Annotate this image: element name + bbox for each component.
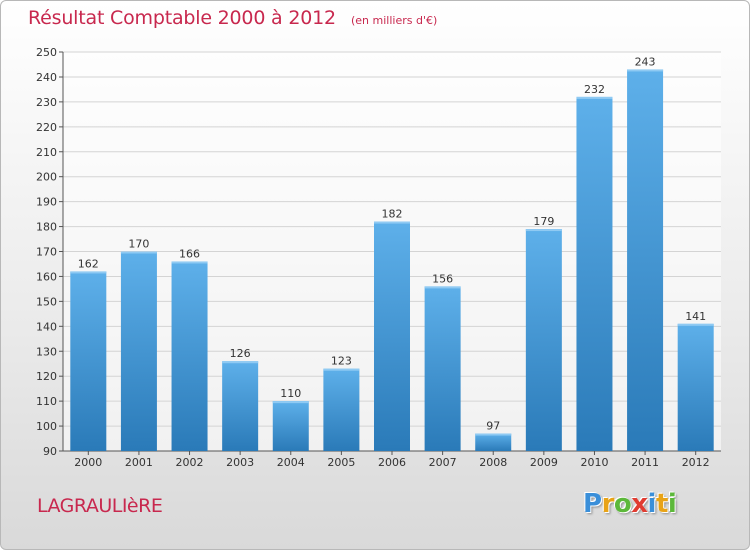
- data-label: 182: [382, 208, 403, 221]
- bar-highlight: [120, 251, 157, 254]
- y-tick-label: 120: [36, 370, 57, 383]
- bar: [627, 69, 664, 452]
- y-tick-label: 150: [36, 295, 57, 308]
- y-tick-label: 160: [36, 270, 57, 283]
- bar-highlight: [525, 229, 562, 232]
- data-label: 170: [128, 238, 149, 251]
- y-tick-label: 190: [36, 196, 57, 209]
- bar-highlight: [627, 69, 664, 72]
- y-tick-label: 140: [36, 320, 57, 333]
- logo-letter: o: [613, 489, 632, 519]
- bar: [272, 401, 309, 451]
- x-tick-label: 2001: [125, 456, 153, 469]
- data-label: 97: [486, 420, 500, 433]
- y-tick-label: 170: [36, 246, 57, 259]
- title-row: Résultat Comptable 2000 à 2012 (en milli…: [28, 7, 437, 29]
- place-name: LAGRAULIèRE: [37, 495, 163, 517]
- bar: [677, 323, 714, 451]
- bar: [120, 251, 157, 451]
- data-label: 123: [331, 355, 352, 368]
- x-tick-label: 2006: [378, 456, 406, 469]
- bar-highlight: [374, 221, 410, 224]
- bar: [475, 433, 512, 451]
- chart-subtitle: (en milliers d'€): [350, 14, 438, 27]
- bar-highlight: [272, 401, 309, 404]
- data-label: 126: [230, 347, 251, 360]
- y-tick-label: 220: [36, 121, 57, 134]
- bar: [374, 221, 410, 451]
- data-label: 141: [685, 310, 706, 323]
- logo-letter: P: [583, 489, 602, 519]
- data-label: 179: [533, 215, 554, 228]
- x-tick-label: 2004: [277, 456, 305, 469]
- y-tick-label: 250: [36, 46, 57, 59]
- logo-letter: t: [655, 489, 668, 519]
- bar: [171, 261, 208, 451]
- y-tick-label: 90: [43, 445, 57, 458]
- bar-highlight: [576, 96, 613, 99]
- y-tick-label: 110: [36, 395, 57, 408]
- logo-letter: i: [647, 489, 657, 519]
- y-tick-label: 130: [36, 345, 57, 358]
- data-label: 232: [584, 83, 605, 96]
- bar: [525, 229, 562, 451]
- x-tick-label: 2008: [479, 456, 507, 469]
- y-tick-label: 240: [36, 71, 57, 84]
- bar-highlight: [475, 433, 512, 436]
- data-label: 243: [635, 55, 656, 68]
- data-label: 166: [179, 247, 200, 260]
- chart-title: Résultat Comptable 2000 à 2012: [28, 7, 336, 29]
- data-label: 156: [432, 272, 453, 285]
- logo-letter: x: [631, 489, 648, 519]
- bar: [222, 361, 259, 451]
- x-tick-label: 2005: [327, 456, 355, 469]
- logo-letter: i: [667, 489, 677, 519]
- bar-highlight: [70, 271, 107, 274]
- y-tick-label: 230: [36, 96, 57, 109]
- x-tick-label: 2012: [682, 456, 710, 469]
- x-tick-label: 2002: [176, 456, 204, 469]
- y-tick-label: 210: [36, 146, 57, 159]
- logo-letter: r: [601, 489, 615, 519]
- bar-highlight: [323, 368, 360, 371]
- data-label: 110: [280, 387, 301, 400]
- y-tick-label: 180: [36, 221, 57, 234]
- bar-highlight: [171, 261, 208, 264]
- x-tick-label: 2010: [580, 456, 608, 469]
- y-tick-label: 100: [36, 420, 57, 433]
- bar-highlight: [222, 361, 259, 364]
- x-tick-label: 2009: [530, 456, 558, 469]
- bar: [424, 286, 461, 451]
- bar-highlight: [424, 286, 461, 289]
- proxiti-logo: Proxiti: [583, 489, 677, 519]
- y-tick-label: 200: [36, 171, 57, 184]
- bar: [323, 368, 360, 451]
- data-label: 162: [78, 257, 99, 270]
- bar: [70, 271, 107, 451]
- x-tick-label: 2007: [429, 456, 457, 469]
- x-tick-label: 2003: [226, 456, 254, 469]
- x-tick-label: 2011: [631, 456, 659, 469]
- bar-highlight: [677, 323, 714, 326]
- bar: [576, 96, 613, 451]
- x-tick-label: 2000: [74, 456, 102, 469]
